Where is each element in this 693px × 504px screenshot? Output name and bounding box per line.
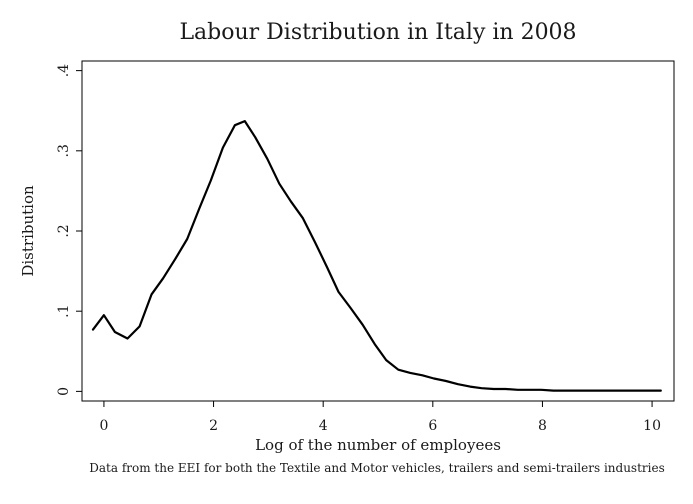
chart-footnote: Data from the EEI for both the Textile a…: [89, 461, 665, 475]
x-tick-label: 0: [99, 418, 108, 434]
y-tick-label: .3: [56, 144, 72, 157]
x-tick-label: 10: [643, 418, 661, 434]
x-tick-label: 8: [538, 418, 547, 434]
y-tick-label: .4: [56, 64, 72, 77]
x-axis-label: Log of the number of employees: [255, 436, 501, 454]
y-tick-label: 0: [56, 387, 72, 396]
y-axis-label: Distribution: [19, 185, 37, 277]
chart-title: Labour Distribution in Italy in 2008: [179, 20, 576, 45]
x-tick-label: 4: [319, 418, 328, 434]
y-tick-label: .1: [56, 305, 72, 318]
y-tick-label: .2: [56, 224, 72, 237]
x-tick-label: 6: [428, 418, 437, 434]
distribution-line: [91, 120, 662, 392]
x-axis: 0 2 4 6 8 10: [99, 401, 661, 434]
x-tick-label: 2: [209, 418, 218, 434]
y-axis: 0 .1 .2 .3 .4: [56, 64, 82, 396]
